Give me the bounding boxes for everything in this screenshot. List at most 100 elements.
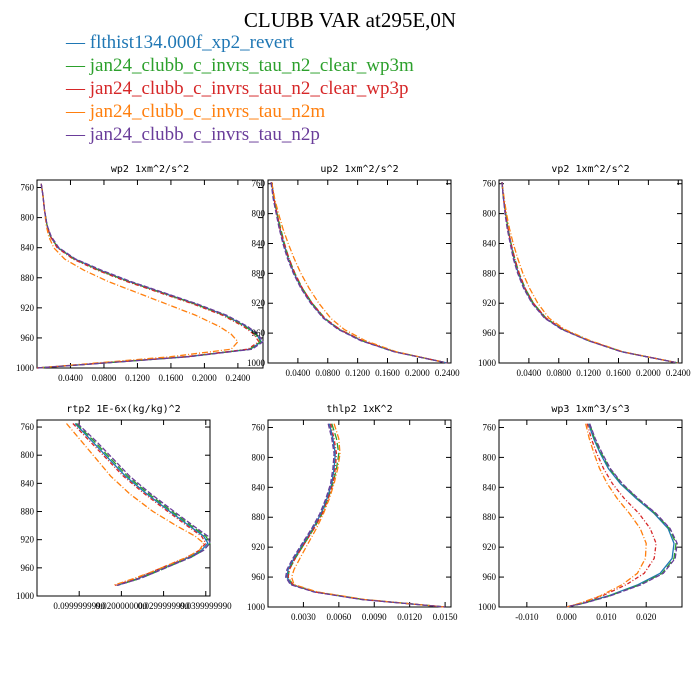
legend-dash: — <box>66 124 90 145</box>
y-tick-label: 960 <box>21 563 35 573</box>
x-tick-label: 0.0030 <box>291 612 316 622</box>
y-tick-label: 920 <box>21 303 35 313</box>
legend: — flthist134.000f_xp2_revert — jan24_clu… <box>66 31 414 146</box>
x-tick-label: 0.1200 <box>125 373 150 383</box>
plot-frame <box>267 419 452 608</box>
series-line <box>501 182 679 364</box>
chart-title: wp3 1xm^3/s^3 <box>551 404 629 415</box>
x-tick-label: 0.2400 <box>435 368 460 378</box>
legend-label: flthist134.000f_xp2_revert <box>89 32 294 53</box>
y-tick-label: 1000 <box>247 602 266 612</box>
y-tick-label: 760 <box>252 422 266 432</box>
legend-dash: — <box>66 55 90 76</box>
y-tick-label: 1000 <box>16 591 35 601</box>
y-tick-label: 960 <box>21 333 35 343</box>
plot-frame <box>498 179 683 364</box>
chart-panel: vp2 1xm^2/s^2 760 800 840 880 920 960 1000 0.040… <box>478 164 691 378</box>
y-tick-label: 1000 <box>247 358 266 368</box>
x-tick-label: 0.0400 <box>517 368 542 378</box>
x-tick-label: 0.2000 <box>636 368 661 378</box>
x-tick-label: 0.2000 <box>405 368 430 378</box>
series-line <box>72 423 207 587</box>
series-line <box>36 183 262 369</box>
y-tick-label: 920 <box>483 298 497 308</box>
x-tick-label: 0.0090 <box>362 612 387 622</box>
plot-frame <box>267 179 452 364</box>
series-line <box>74 423 209 587</box>
series-line <box>501 182 679 364</box>
x-tick-label: 0.2400 <box>666 368 691 378</box>
series-line <box>501 182 679 364</box>
chart-title: wp2 1xm^2/s^2 <box>111 164 189 175</box>
legend-label: jan24_clubb_c_invrs_tau_n2m <box>89 101 326 122</box>
plot-frame <box>36 419 211 597</box>
y-tick-label: 1000 <box>16 363 35 373</box>
y-tick-label: 920 <box>21 535 35 545</box>
y-tick-label: 960 <box>483 328 497 338</box>
x-tick-label: 0.0200000000 <box>96 601 148 611</box>
y-tick-label: 880 <box>21 273 35 283</box>
x-tick-label: 0.0120 <box>397 612 422 622</box>
y-tick-label: 880 <box>483 268 497 278</box>
series-line <box>285 423 446 608</box>
plot-frame <box>36 179 264 369</box>
legend-dash: — <box>66 101 90 122</box>
x-tick-label: 0.1600 <box>375 368 400 378</box>
y-tick-label: 880 <box>21 507 35 517</box>
series-line <box>270 182 448 364</box>
x-tick-label: 0.0400 <box>286 368 311 378</box>
x-tick-label: 0.0800 <box>546 368 571 378</box>
y-tick-label: 920 <box>252 542 266 552</box>
legend-entry: — jan24_clubb_c_invrs_tau_n2_clear_wp3m <box>66 54 414 77</box>
y-tick-label: 800 <box>483 209 497 219</box>
y-tick-label: 960 <box>483 572 497 582</box>
chart-title: up2 1xm^2/s^2 <box>320 164 398 175</box>
series-line <box>566 423 647 608</box>
x-tick-label: 0.0800 <box>92 373 117 383</box>
series-line <box>286 423 446 608</box>
series-line <box>290 423 446 608</box>
legend-label: jan24_clubb_c_invrs_tau_n2p <box>89 124 320 145</box>
y-tick-label: 760 <box>21 183 35 193</box>
x-tick-label: 0.1600 <box>159 373 184 383</box>
series-line <box>501 182 679 364</box>
y-tick-label: 920 <box>483 542 497 552</box>
y-tick-label: 800 <box>21 450 35 460</box>
x-tick-label: 0.010 <box>596 612 617 622</box>
y-tick-label: 840 <box>483 482 497 492</box>
y-tick-label: 840 <box>21 243 35 253</box>
series-line <box>271 182 448 364</box>
series-line <box>566 423 678 608</box>
series-line <box>566 423 677 608</box>
x-tick-label: 0.0299999990 <box>138 601 190 611</box>
series-line <box>566 423 657 608</box>
chart-title: thlp2 1xK^2 <box>326 404 392 415</box>
legend-entry: — jan24_clubb_c_invrs_tau_n2_clear_wp3p <box>66 77 414 100</box>
y-tick-label: 760 <box>252 179 266 189</box>
series-line <box>77 423 211 587</box>
y-tick-label: 920 <box>252 298 266 308</box>
legend-entry: — jan24_clubb_c_invrs_tau_n2m <box>66 100 414 123</box>
x-tick-label: 0.000 <box>557 612 578 622</box>
y-tick-label: 760 <box>483 179 497 189</box>
chart-title: vp2 1xm^2/s^2 <box>551 164 629 175</box>
series-line <box>271 182 448 364</box>
chart-title: rtp2 1E-6x(kg/kg)^2 <box>66 404 180 415</box>
x-tick-label: 0.2000 <box>192 373 217 383</box>
legend-entry: — flthist134.000f_xp2_revert <box>66 31 414 54</box>
series-line <box>36 183 264 369</box>
y-tick-label: 880 <box>252 512 266 522</box>
y-tick-label: 880 <box>252 268 266 278</box>
x-tick-label: 0.020 <box>636 612 657 622</box>
chart-panel: rtp2 1E-6x(kg/kg)^2 760 800 840 880 920 960 100… <box>16 404 232 611</box>
x-tick-label: 0.0400 <box>58 373 83 383</box>
y-tick-label: 1000 <box>478 602 497 612</box>
series-line <box>36 183 260 369</box>
y-tick-label: 840 <box>252 238 266 248</box>
plot-frame <box>498 419 683 608</box>
x-tick-label: 0.1200 <box>345 368 370 378</box>
series-line <box>36 183 239 369</box>
x-tick-label: -0.010 <box>515 612 539 622</box>
chart-panel: thlp2 1xK^2 760 800 840 880 920 960 1000 0.0030 0… <box>247 404 458 622</box>
legend-dash: — <box>66 78 90 99</box>
